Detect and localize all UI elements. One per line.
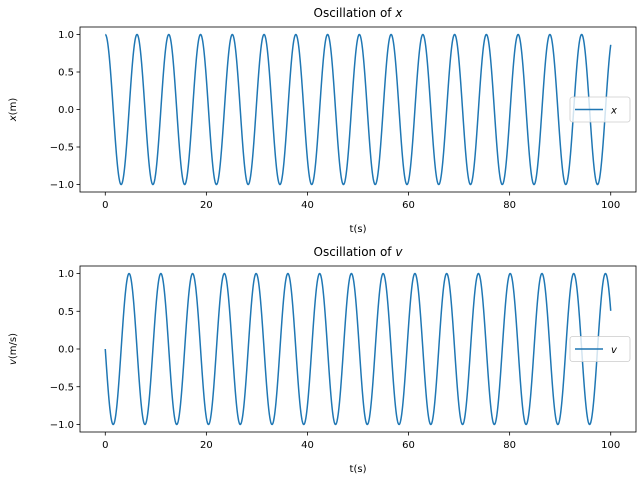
legend-label: x: [610, 106, 617, 117]
y-tick-label: −1.0: [50, 180, 74, 191]
chart-title-text: Oscillation of: [314, 6, 396, 20]
chart-title-var: v: [395, 245, 403, 259]
x-tick-label: 80: [503, 440, 516, 451]
y-tick-label: 0.0: [58, 105, 74, 116]
legend: x: [569, 96, 631, 123]
y-axis-label-unit: (m/s): [8, 333, 19, 359]
y-tick-label: 1.0: [58, 269, 74, 280]
chart-title-text: Oscillation of: [314, 245, 396, 259]
x-tick-label: 40: [301, 440, 314, 451]
subplot-1: 0 20 40 60 80 100−1.0−0.50.00.51.0t(s)x(m)Osc…: [8, 6, 637, 235]
y-axis-label-var: v: [8, 358, 19, 365]
x-tick-label: 20: [200, 440, 213, 451]
y-tick-label: 1.0: [58, 30, 74, 41]
y-tick-label: 0.5: [58, 68, 74, 79]
y-axis-label: x(m): [8, 98, 19, 123]
legend-label: v: [611, 345, 618, 356]
subplot-2: 0 20 40 60 80 100−1.0−0.50.00.51.0t(s)v(m/s)O…: [8, 245, 637, 475]
series-line-v: [104, 272, 612, 426]
x-tick-label: 0: [102, 440, 108, 451]
y-axis-label-unit: (m): [8, 98, 19, 116]
series-line-x: [104, 33, 612, 186]
x-tick-label: 80: [503, 200, 516, 211]
chart-title: Oscillation of x: [314, 6, 404, 20]
x-tick-label: 60: [402, 440, 415, 451]
x-tick-label: 20: [200, 200, 213, 211]
y-axis-label: v(m/s): [8, 333, 19, 365]
x-axis-label: t(s): [350, 464, 367, 475]
x-axis-label: t(s): [350, 224, 367, 235]
y-tick-label: 0.5: [58, 307, 74, 318]
y-tick-label: −0.5: [50, 382, 74, 393]
y-axis-label-var: x: [8, 115, 19, 122]
y-tick-label: −1.0: [50, 420, 74, 431]
x-tick-label: 60: [402, 200, 415, 211]
x-tick-label: 100: [601, 440, 620, 451]
x-tick-label: 100: [601, 200, 620, 211]
x-tick-label: 0: [102, 200, 108, 211]
y-tick-label: 0.0: [58, 345, 74, 356]
y-tick-label: −0.5: [50, 143, 74, 154]
legend: v: [569, 336, 631, 362]
chart-title-var: x: [394, 6, 403, 20]
chart-title: Oscillation of v: [314, 245, 404, 259]
x-tick-label: 40: [301, 200, 314, 211]
